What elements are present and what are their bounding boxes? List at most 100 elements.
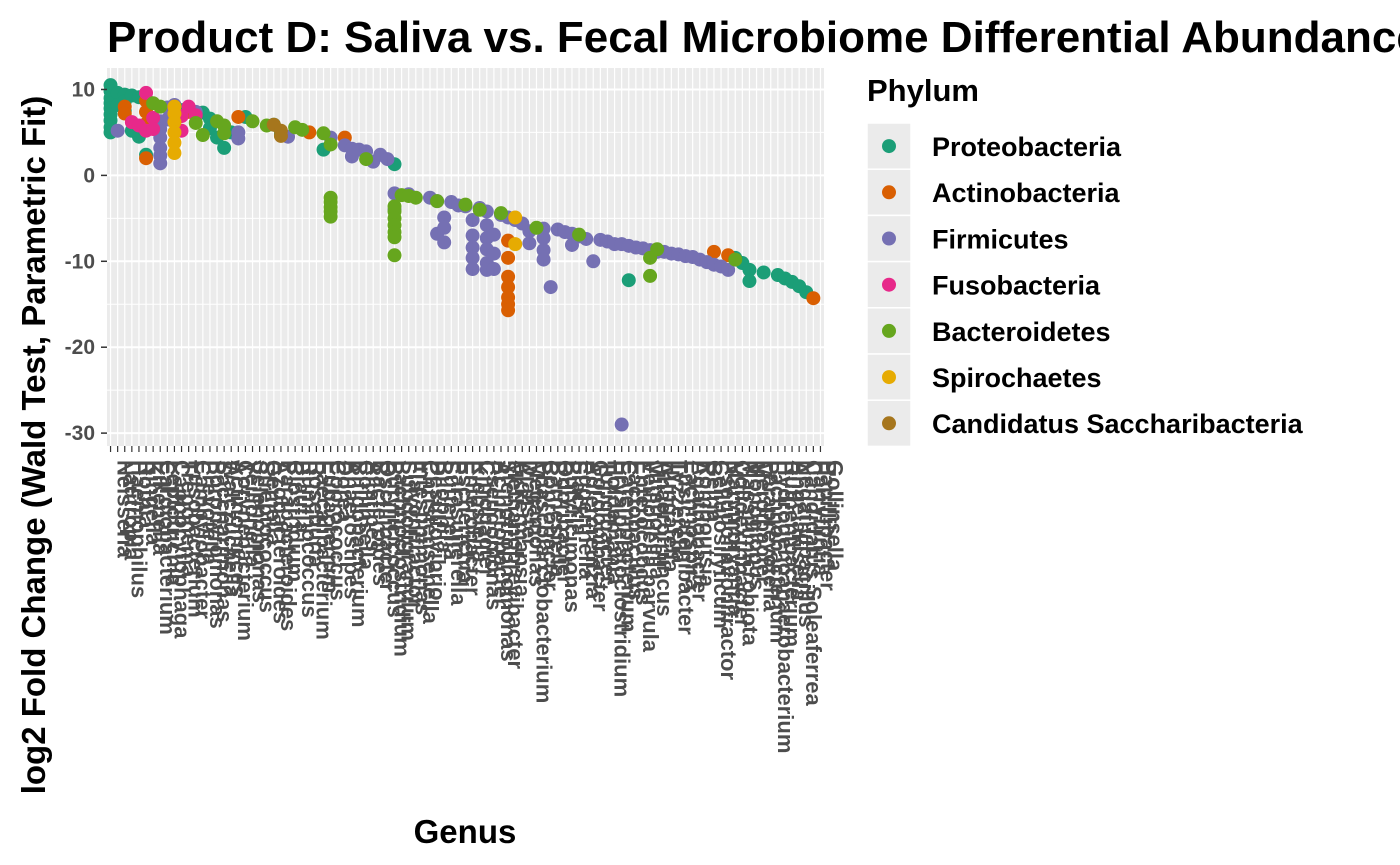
data-point [188,115,203,130]
x-tick-label: Klebsiella [468,460,493,563]
x-tick-label: Lachnospira [680,460,705,592]
x-tick-label: Rothia [134,460,159,529]
data-point [529,220,544,235]
data-points [103,78,821,432]
x-tick-label: Actinomyces [226,460,251,597]
x-tick-label: Blautia [290,460,315,534]
x-tick-label: Eubacterium [318,460,343,593]
data-point [465,213,480,228]
legend: Phylum Proteobacteria Actinobacteria Firmi… [866,73,1304,448]
data-point [536,231,551,246]
x-tick-label: Acinetobacter [489,460,514,607]
data-point [245,114,260,129]
x-tick-label: Eggerthella [574,460,599,581]
data-point [273,128,288,143]
x-tick-label: Negativibacillus [794,460,819,628]
x-tick-label: Roseburia [304,460,329,568]
data-point [706,244,721,259]
legend-label: Firmicutes [932,224,1069,254]
x-tick-label: Erysipelatoclostridium [609,460,634,697]
x-tick-label: Akkermansia [510,460,535,598]
x-tick-label: Corynebacterium [233,460,258,641]
data-point [323,137,338,152]
data-point [472,202,487,217]
x-tick-label: Anaerostipes [340,460,365,599]
x-tick-label: Fusobacterium [184,460,209,618]
x-tick-label: Lachnoclostridium [389,460,414,657]
x-tick-label: Azobacteroides [269,460,294,624]
x-tick-label: Gordonibacter [588,460,613,612]
x-tick-label: Flavonifractor [404,460,429,607]
x-tick-label: Megamonas [524,460,549,587]
data-point [408,190,423,205]
legend-label: Candidatus Saccharibacteria [932,409,1304,439]
data-point [380,152,395,167]
x-tick-label: Hungatella [659,460,684,573]
x-tick-label: Christensenella [418,460,443,625]
data-point [167,135,182,150]
y-tick-label: -10 [65,250,95,273]
x-axis: NeisseriaLautropiaHaemophilusRothiaKinge… [109,446,847,753]
x-tick-label: Angelakisella [787,460,812,601]
data-point [437,210,452,225]
data-point [486,227,501,242]
x-tick-label: Eikenella [148,460,173,556]
data-point [139,85,154,100]
x-tick-label: Catenibacterium [617,460,642,632]
x-tick-label: Pseudomonas [482,460,507,610]
x-tick-label: Alistipes [361,460,386,552]
x-tick-label: Ruminococcus [297,460,322,618]
x-tick-label: Enterococcus [631,460,656,606]
x-tick-label: Streptococcus [255,460,280,613]
legend-key [866,214,912,263]
x-tick-label: Parasutterella [446,460,471,606]
x-tick-label: Candidatus Soleaferrea [801,460,826,707]
data-point [572,227,587,242]
data-point [387,248,402,263]
data-point [465,240,480,255]
data-point [486,246,501,261]
data-point [437,220,452,235]
data-point [501,269,516,284]
x-tick-label: Bilophila [432,460,457,554]
data-point [501,250,516,265]
x-tick-label: Gelria [702,460,727,523]
data-point [167,125,182,140]
x-tick-label: Enterobacter [460,460,485,596]
data-point [153,99,168,114]
x-tick-label: Methanobrevibacter [503,460,528,669]
data-point [742,274,757,289]
x-tick-label: Butyricimonas [560,460,585,613]
x-tick-label: Marvinbryantia [723,460,748,617]
data-point [501,303,516,318]
x-tick-label: Coprococcus [326,460,351,601]
x-tick-label: Fusicatenibacter [673,460,698,635]
data-point [522,236,537,251]
data-point [465,262,480,277]
data-point [195,128,210,143]
legend-marker [882,185,896,200]
legend-label: Proteobacteria [932,132,1122,162]
x-tick-label: Gollinsella [822,460,847,572]
x-tick-label: Mitsuokella [645,460,670,581]
x-tick-label: Lautropia [120,460,145,561]
data-point [586,254,601,269]
x-tick-label: Turicibacter [595,460,620,585]
x-tick-label: Stenotrophomonas [496,460,521,662]
data-point [643,268,658,283]
legend-marker [882,370,896,385]
data-point [167,115,182,130]
data-point [742,262,757,277]
data-point [614,417,629,432]
x-tick-label: Parabacteroides [276,460,301,631]
data-point [721,262,736,277]
x-tick-label: Cellulosilyticum [709,460,734,629]
x-tick-label: Adlercreutzia [581,460,606,600]
data-point [387,230,402,245]
x-tick-label: Ruthenibacterium [780,460,805,647]
data-point [295,122,310,137]
legend-items: Proteobacteria Actinobacteria Firmicutes Fu… [866,122,1304,448]
x-tick-label: Treponema [176,460,201,578]
x-tick-label: Sutterella [439,460,464,561]
x-tick-label: Hydrogenoanaerobacterium [773,460,798,753]
